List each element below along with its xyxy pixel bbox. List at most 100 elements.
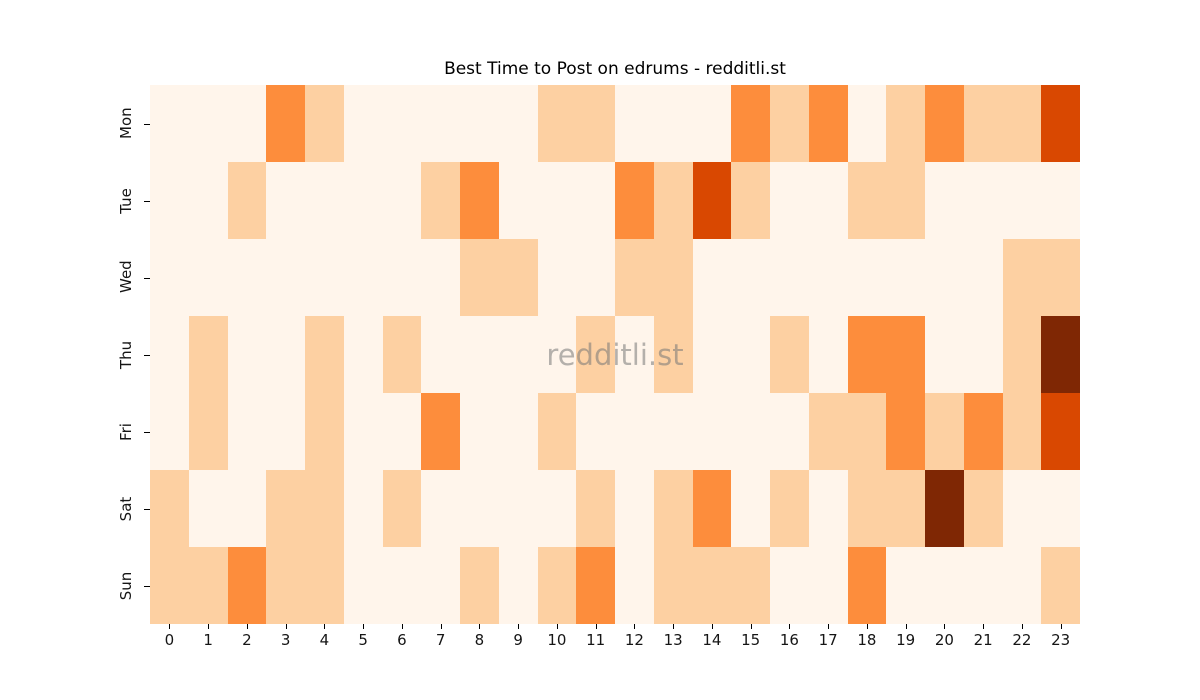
heatmap-cell xyxy=(460,393,499,470)
heatmap-cell xyxy=(343,470,383,547)
y-tick-mark xyxy=(144,200,150,202)
heatmap-cell xyxy=(770,162,809,239)
x-tick-mark xyxy=(518,624,520,629)
heatmap-cell xyxy=(615,239,654,316)
heatmap-cell xyxy=(382,162,422,239)
heatmap-cell xyxy=(653,162,693,239)
heatmap-cell xyxy=(460,162,499,239)
heatmap-cell xyxy=(886,316,925,393)
heatmap-cell xyxy=(731,239,770,316)
x-tick-label: 11 xyxy=(586,631,606,649)
heatmap-cell xyxy=(460,239,499,316)
heatmap-cell xyxy=(615,162,654,239)
x-tick-mark xyxy=(634,624,636,629)
heatmap-cell xyxy=(770,470,809,547)
x-tick-label: 8 xyxy=(474,631,485,649)
x-tick-mark xyxy=(595,624,597,629)
heatmap-cell xyxy=(343,239,383,316)
x-tick-label: 5 xyxy=(358,631,368,649)
heatmap-cell xyxy=(150,470,189,547)
heatmap-cell xyxy=(305,547,344,624)
heatmap-cell xyxy=(266,162,305,239)
heatmap-cell xyxy=(808,162,848,239)
heatmap-cell xyxy=(266,85,305,162)
heatmap-cell xyxy=(150,393,189,470)
heatmap-cell xyxy=(692,316,732,393)
heatmap-cell xyxy=(770,85,809,162)
heatmap-cell xyxy=(227,547,267,624)
heatmap-cell xyxy=(537,393,577,470)
heatmap-cell xyxy=(692,470,732,547)
y-tick-label: Tue xyxy=(117,187,135,214)
heatmap-cell xyxy=(925,162,964,239)
heatmap-cell xyxy=(382,85,422,162)
heatmap-cell xyxy=(1002,162,1042,239)
heatmap-cell xyxy=(692,162,732,239)
heatmap-cell xyxy=(498,85,538,162)
x-tick-mark xyxy=(556,624,558,629)
x-tick-mark xyxy=(866,624,868,629)
x-tick-mark xyxy=(1021,624,1023,629)
heatmap-cell xyxy=(770,239,809,316)
heatmap-cell xyxy=(770,316,809,393)
y-tick-label: Wed xyxy=(117,259,135,293)
x-tick-mark xyxy=(983,624,985,629)
heatmap-cell xyxy=(886,239,925,316)
heatmap-cell xyxy=(188,316,228,393)
x-tick-mark xyxy=(711,624,713,629)
heatmap-cell xyxy=(847,316,887,393)
heatmap-cell xyxy=(537,162,577,239)
heatmap-cell xyxy=(731,470,770,547)
heatmap-cell xyxy=(576,162,615,239)
heatmap-cell xyxy=(498,393,538,470)
heatmap-cell xyxy=(421,470,460,547)
heatmap-cell xyxy=(576,393,615,470)
heatmap-cell xyxy=(1002,316,1042,393)
heatmap-cell xyxy=(305,239,344,316)
heatmap-cell xyxy=(615,85,654,162)
heatmap-cell xyxy=(1041,547,1080,624)
heatmap-cell xyxy=(576,470,615,547)
heatmap-cell xyxy=(266,547,305,624)
heatmap-cell xyxy=(537,470,577,547)
heatmap-cell xyxy=(537,547,577,624)
heatmap-cell xyxy=(615,393,654,470)
heatmap-cell xyxy=(692,393,732,470)
heatmap-cell xyxy=(847,470,887,547)
heatmap-cell xyxy=(886,470,925,547)
heatmap-cell xyxy=(305,393,344,470)
heatmap-cell xyxy=(421,316,460,393)
x-tick-mark xyxy=(828,624,830,629)
heatmap-cell xyxy=(227,239,267,316)
x-tick-label: 13 xyxy=(663,631,683,649)
heatmap-cell xyxy=(227,316,267,393)
x-tick-mark xyxy=(363,624,365,629)
heatmap-cell xyxy=(498,162,538,239)
heatmap-cell xyxy=(188,470,228,547)
heatmap-cell xyxy=(421,162,460,239)
heatmap-cell xyxy=(150,239,189,316)
heatmap-cell xyxy=(188,547,228,624)
heatmap-cell xyxy=(460,547,499,624)
heatmap-cell xyxy=(847,85,887,162)
x-tick-label: 3 xyxy=(280,631,291,649)
heatmap-cell xyxy=(886,393,925,470)
heatmap-cell xyxy=(653,470,693,547)
heatmap-cell xyxy=(1041,316,1080,393)
x-tick-label: 4 xyxy=(319,631,330,649)
heatmap-cell xyxy=(498,470,538,547)
x-tick-mark xyxy=(208,624,210,629)
x-tick-label: 21 xyxy=(973,631,993,649)
heatmap-cell xyxy=(421,85,460,162)
heatmap-cell xyxy=(615,316,654,393)
x-tick-mark xyxy=(905,624,907,629)
heatmap-cell xyxy=(692,239,732,316)
chart-title: Best Time to Post on edrums - redditli.s… xyxy=(444,59,786,79)
heatmap-cell xyxy=(653,239,693,316)
heatmap-cell xyxy=(886,162,925,239)
x-tick-label: 17 xyxy=(818,631,838,649)
heatmap-cell xyxy=(731,162,770,239)
y-tick-mark xyxy=(144,277,150,279)
x-tick-label: 20 xyxy=(934,631,954,649)
y-tick-label: Sat xyxy=(117,496,135,521)
